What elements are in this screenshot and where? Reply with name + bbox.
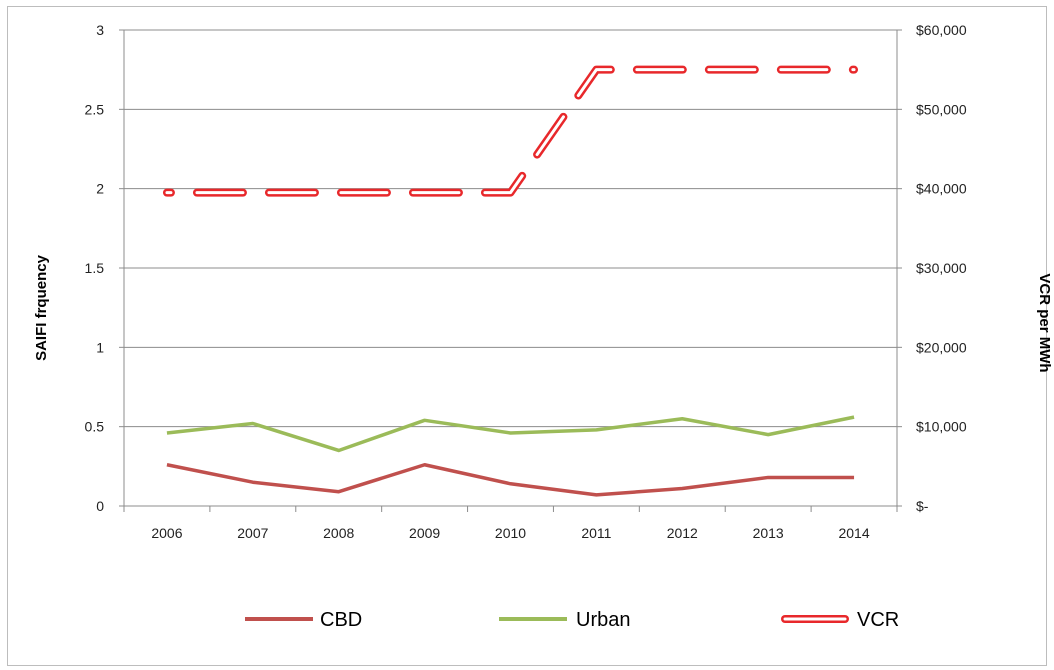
x-tick-label: 2014 [838, 525, 869, 541]
x-tick-label: 2012 [667, 525, 698, 541]
y-tick-label-left: 0.5 [85, 419, 105, 435]
y-tick-label-left: 2.5 [85, 101, 105, 117]
legend-label-urban: Urban [576, 609, 630, 631]
series-lines [162, 65, 859, 497]
y-tick-label-left: 3 [96, 22, 104, 38]
x-tick-label: 2013 [753, 525, 784, 541]
gridlines [124, 29, 897, 428]
series-vcr-inner [165, 68, 856, 195]
y-axis-title-left: SAIFI frquency [33, 254, 50, 361]
x-tick-label: 2009 [409, 525, 440, 541]
y-tick-label-left: 0 [96, 498, 104, 514]
legend-label-vcr: VCR [857, 609, 899, 631]
tick-labels: 0 $- 0.5 $10,000 1 $20,000 1.5 $30,000 2 $40,000 2… [85, 22, 967, 541]
y-tick-label-right: $40,000 [916, 181, 967, 197]
series-vcr-line [162, 65, 859, 197]
y-tick-label-right: $- [916, 498, 929, 514]
series-cbd-line [166, 462, 855, 497]
legend: CBD Urban VCR [245, 609, 899, 631]
y-tick-label-right: $60,000 [916, 22, 967, 38]
x-tick-label: 2011 [581, 525, 611, 541]
y-axis-title-right: VCR per MWh [1036, 273, 1053, 372]
y-tick-label-left: 2 [96, 181, 104, 197]
y-tick-label-right: $20,000 [916, 339, 967, 355]
y-tick-label-left: 1.5 [85, 260, 105, 276]
legend-label-cbd: CBD [320, 609, 362, 631]
chart-frame [7, 6, 1047, 666]
y-tick-label-right: $30,000 [916, 260, 967, 276]
series-vcr-outline [162, 65, 859, 197]
y-tick-label-right: $10,000 [916, 419, 967, 435]
y-tick-label-left: 1 [96, 339, 104, 355]
y-tick-label-right: $50,000 [916, 101, 967, 117]
x-tick-label: 2008 [323, 525, 354, 541]
series-urban-line [166, 415, 855, 453]
x-tick-label: 2010 [495, 525, 526, 541]
x-tick-label: 2007 [237, 525, 268, 541]
x-tick-label: 2006 [151, 525, 182, 541]
axes [119, 29, 902, 512]
